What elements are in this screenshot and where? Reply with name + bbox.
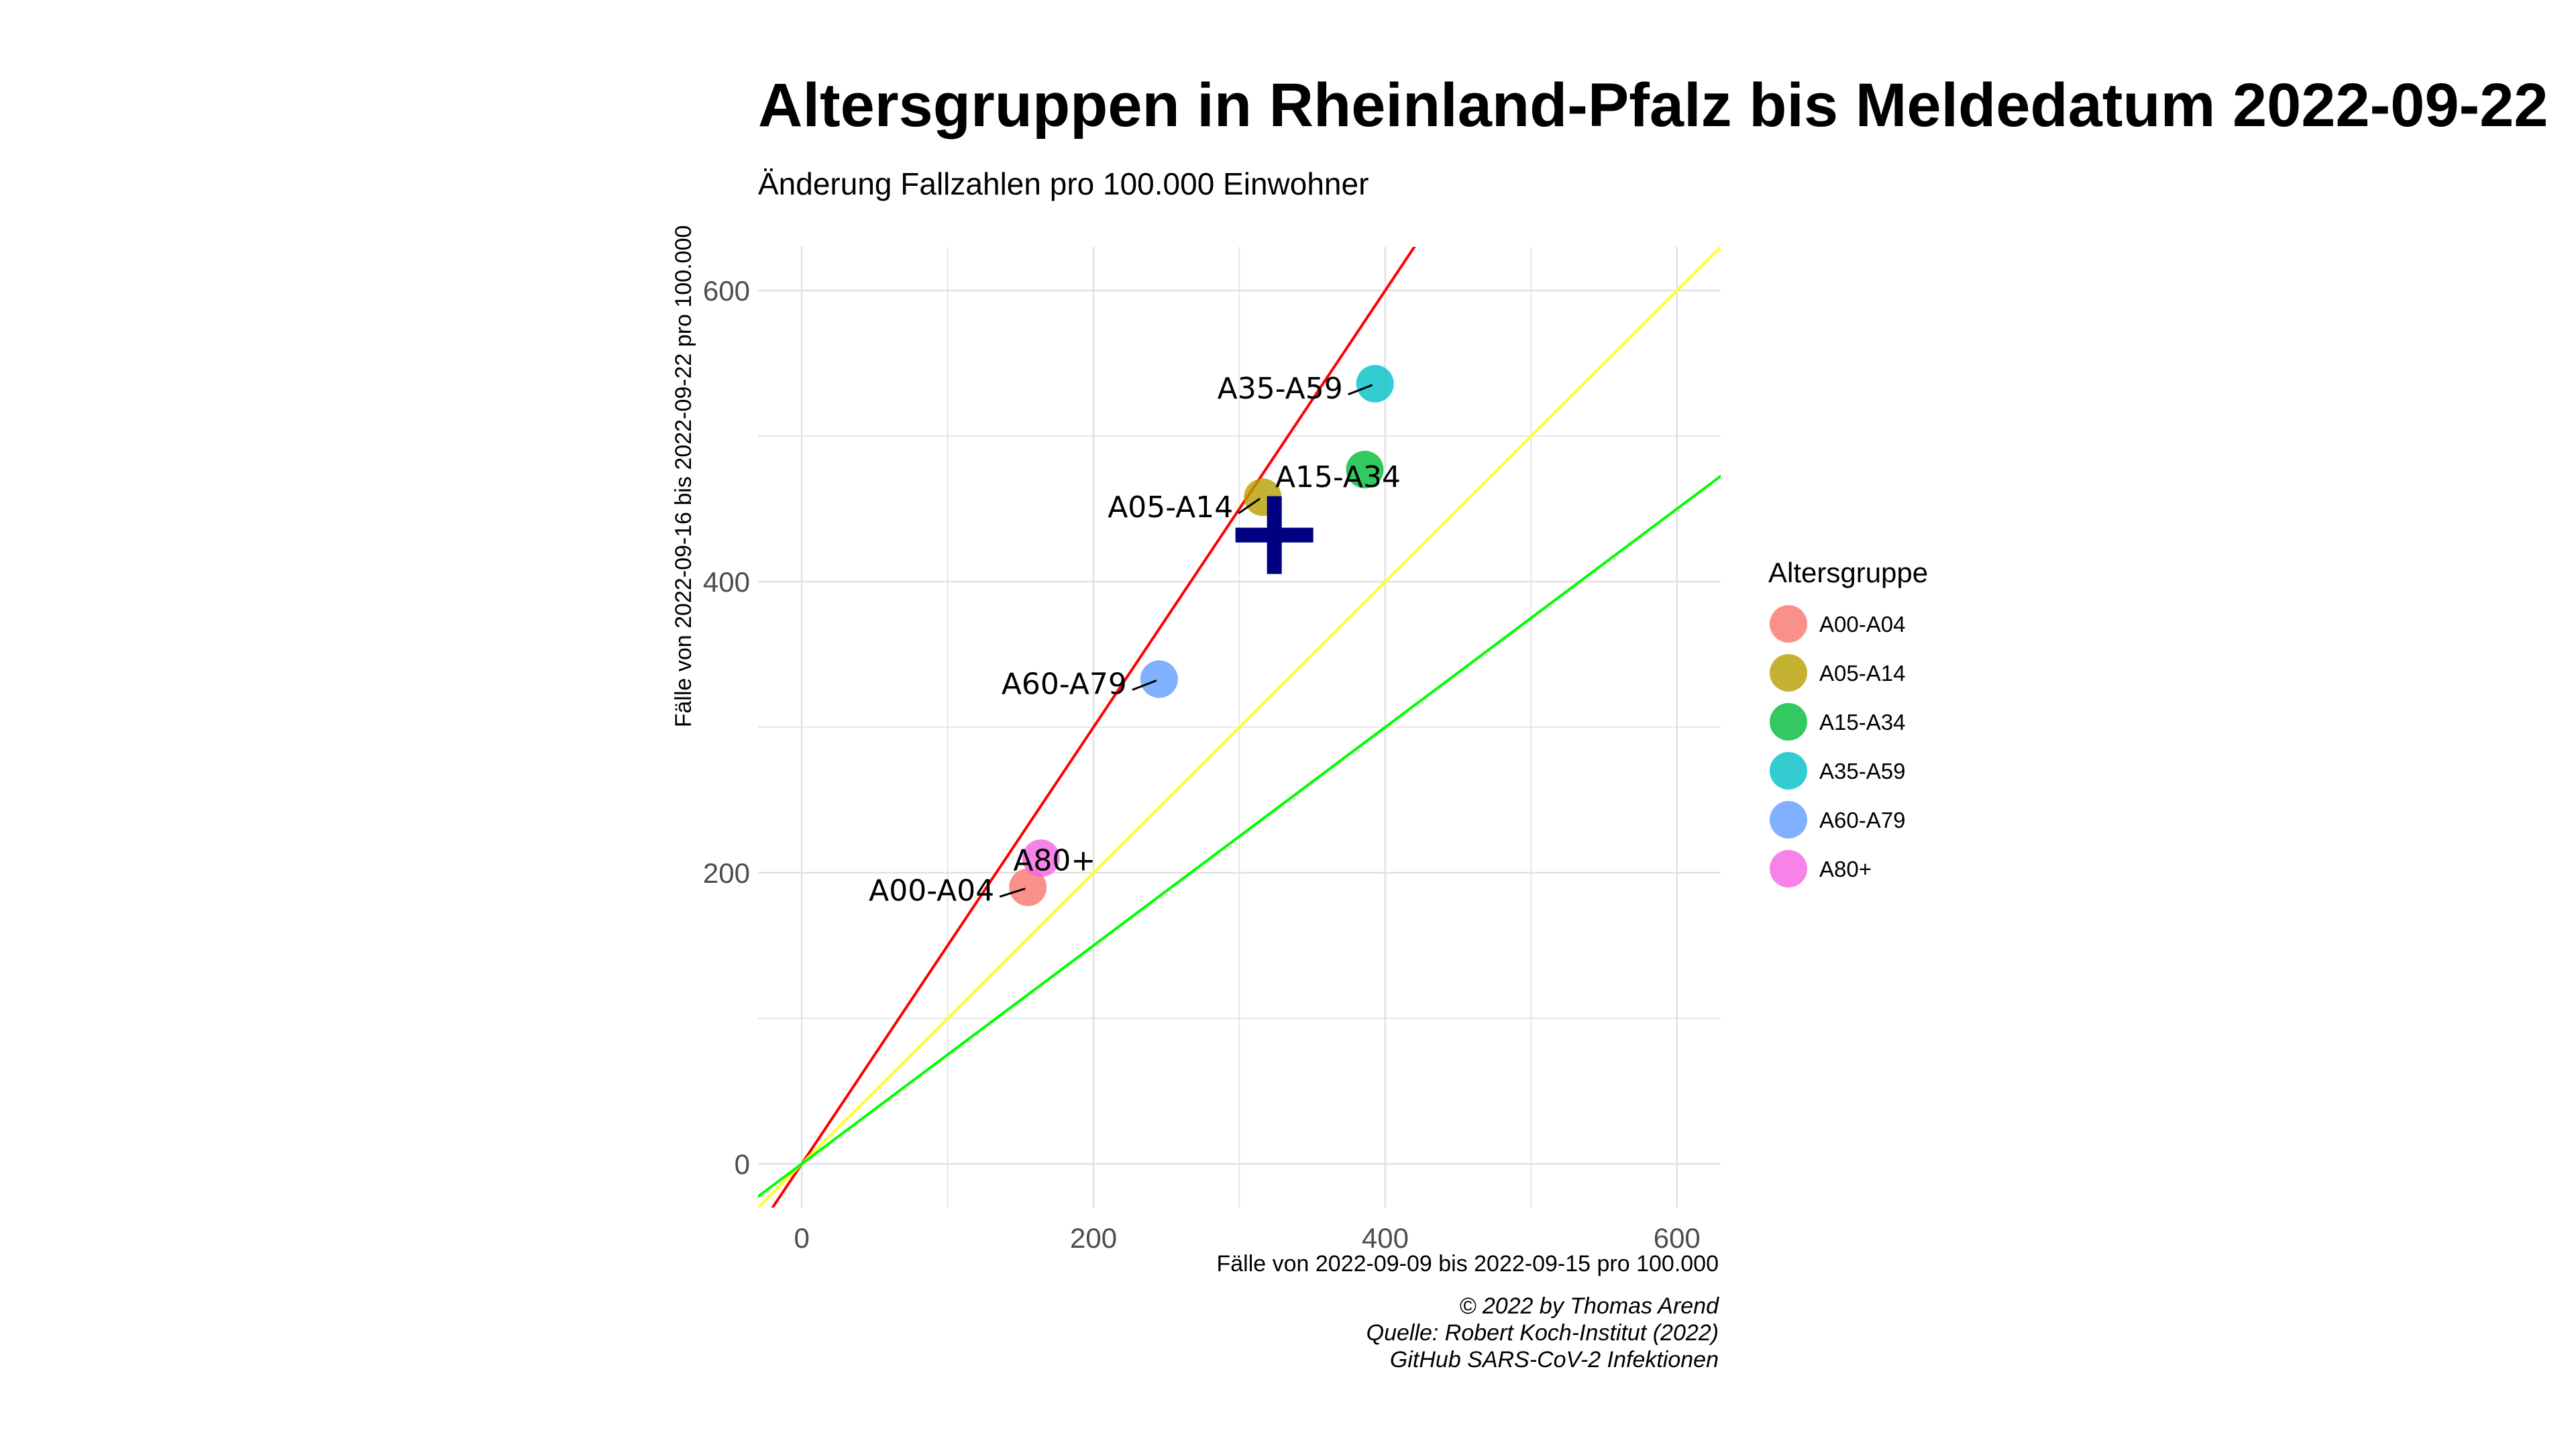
data-label: A80+ (1013, 843, 1095, 877)
legend-title: Altersgruppe (1768, 557, 1928, 588)
data-point (1346, 450, 1384, 488)
reference-line (758, 474, 1721, 1199)
chart-subtitle: Änderung Fallzahlen pro 100.000 Einwohne… (758, 166, 1368, 201)
data-label: A00-A04 (869, 874, 994, 908)
data-label: A05-A14 (1108, 490, 1233, 525)
center-marker (1235, 496, 1313, 574)
legend: A00-A04 A05-A14 A15-A34 A35-A59 A60-A79 A80+ (1770, 605, 1905, 888)
legend-key (1770, 850, 1807, 888)
chart-title: Altersgruppen in Rheinland-Pfalz bis Mel… (758, 71, 2548, 140)
label-leader-line (1238, 497, 1261, 515)
reference-line (758, 247, 1721, 1208)
legend-label: A60-A79 (1819, 808, 1905, 833)
legend-key (1770, 801, 1807, 839)
x-tick-label: 400 (1362, 1222, 1409, 1254)
y-tick-label: 200 (703, 857, 750, 889)
x-tick-label: 600 (1654, 1222, 1701, 1254)
data-points (1009, 364, 1394, 906)
legend-label: A80+ (1819, 857, 1872, 881)
data-point (1356, 364, 1394, 402)
x-tick-label: 0 (794, 1222, 810, 1254)
axis-ticks: 0 200 400 600 0 200 400 600 (703, 275, 1701, 1254)
reference-line (771, 247, 1416, 1208)
legend-key (1770, 703, 1807, 741)
caption-line: © 2022 by Thomas Arend (1459, 1293, 1719, 1319)
data-point (1140, 660, 1178, 698)
x-tick-label: 200 (1070, 1222, 1117, 1254)
data-labels: A00-A04 A05-A14 A15-A34 A35-A59 A60-A79 A80+ (869, 372, 1401, 908)
label-leader-line (1348, 384, 1373, 396)
legend-label: A15-A34 (1819, 710, 1905, 735)
data-label: A35-A59 (1218, 372, 1343, 406)
label-leader-line (999, 888, 1026, 898)
legend-key (1770, 605, 1807, 643)
x-axis-label: Fälle von 2022-09-09 bis 2022-09-15 pro … (1216, 1251, 1719, 1277)
legend-key (1770, 654, 1807, 692)
y-axis-label: Fälle von 2022-09-16 bis 2022-09-22 pro … (671, 225, 696, 728)
data-label: A15-A34 (1275, 460, 1401, 494)
y-tick-label: 400 (703, 566, 750, 598)
caption-line: Quelle: Robert Koch-Institut (2022) (1366, 1320, 1719, 1346)
data-point (1009, 868, 1047, 906)
data-point (1022, 839, 1060, 877)
legend-key (1770, 752, 1807, 790)
caption-line: GitHub SARS-CoV-2 Infektionen (1390, 1347, 1719, 1373)
legend-label: A35-A59 (1819, 759, 1905, 784)
legend-label: A00-A04 (1819, 612, 1905, 637)
y-tick-label: 0 (735, 1148, 750, 1180)
reference-lines (758, 247, 1721, 1208)
y-tick-label: 600 (703, 275, 750, 307)
data-label: A60-A79 (1002, 667, 1127, 701)
legend-label: A05-A14 (1819, 661, 1905, 686)
label-leader-line (1132, 680, 1157, 691)
